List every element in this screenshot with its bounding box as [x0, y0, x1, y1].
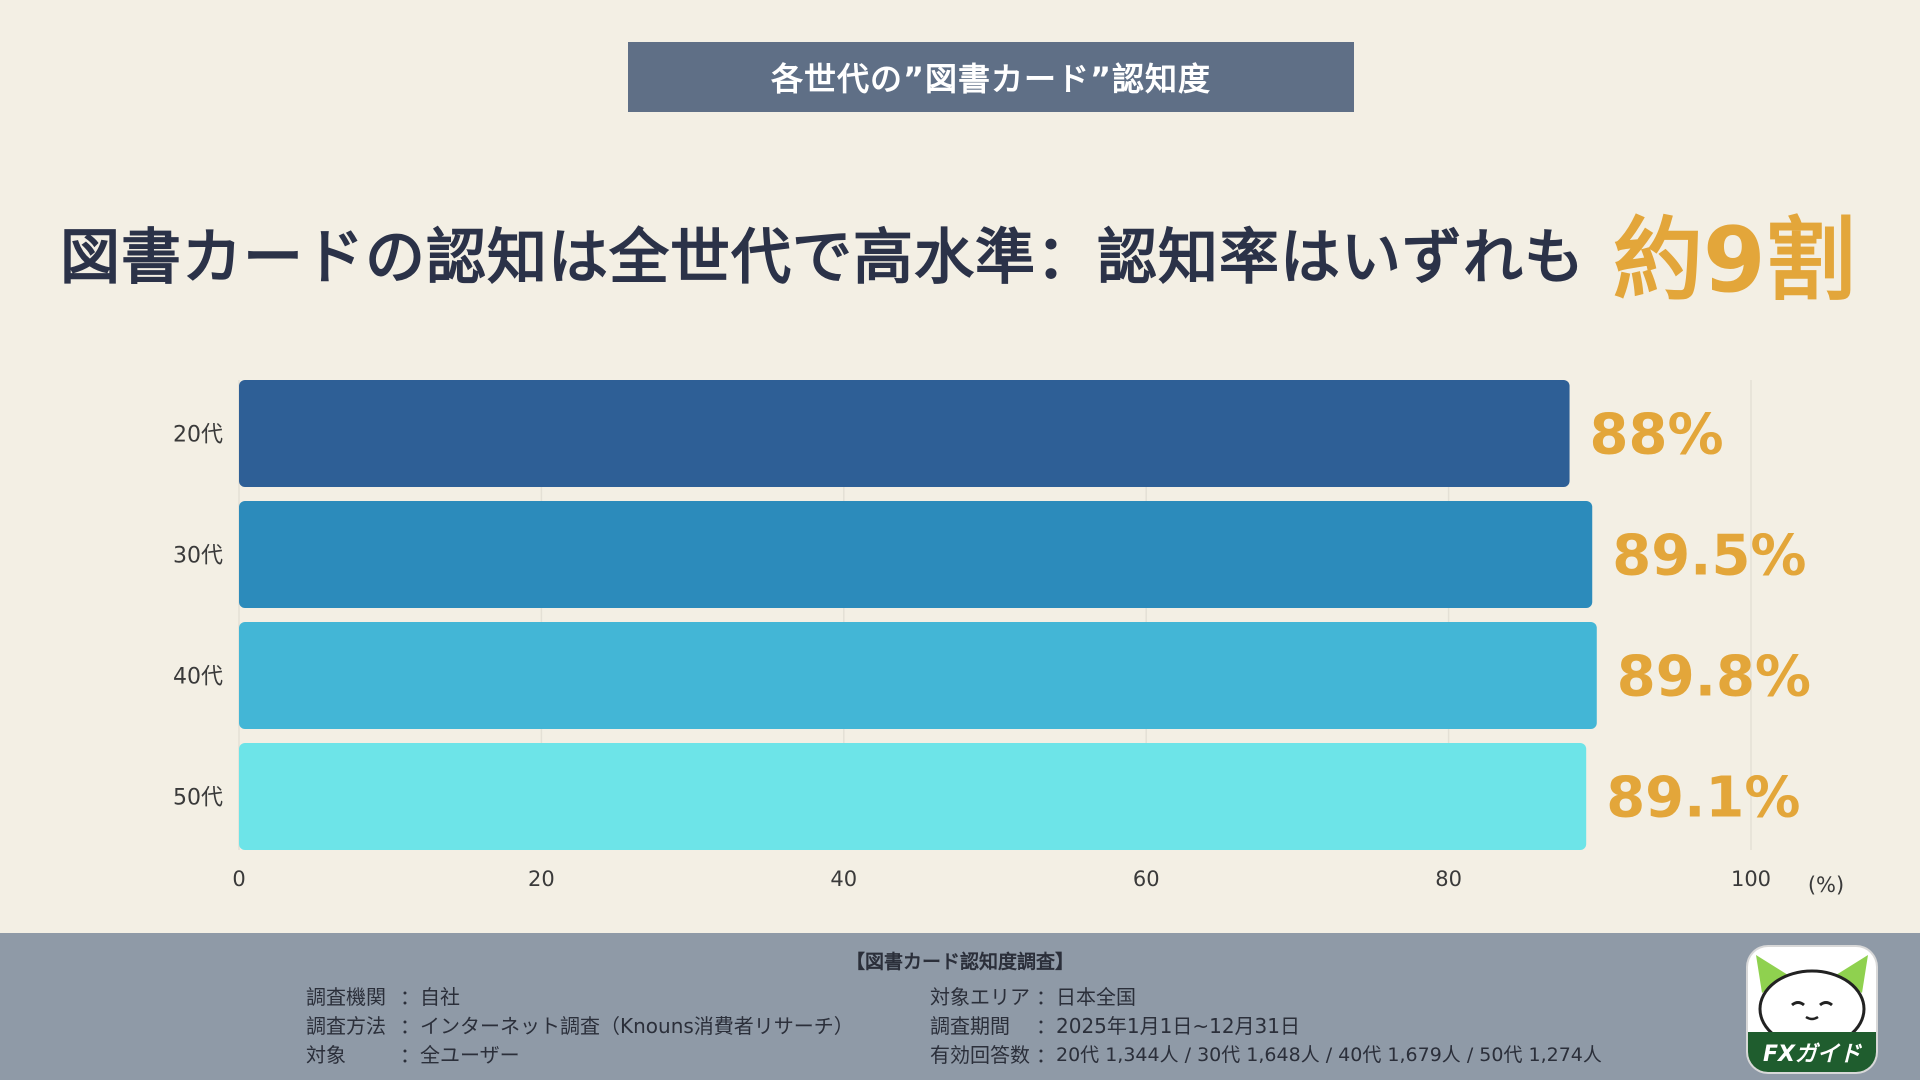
info-label: 調査方法 [306, 1014, 386, 1038]
bar [239, 380, 1570, 487]
survey-title: 【図書カード認知度調査】 [845, 951, 1074, 973]
cat-mascot-icon [1756, 955, 1868, 1049]
x-tick-label: 20 [528, 867, 555, 891]
info-label: 調査期間 [930, 1014, 1010, 1038]
survey-info-row: 調査機関 ： 自社 [306, 983, 854, 1012]
info-value: 20代 1,344人 / 30代 1,648人 / 40代 1,679人 / 5… [1056, 1044, 1602, 1066]
info-separator: ： [400, 985, 420, 1009]
bar-chart: 0 20 40 60 80 100 (%) 20代 88% 30代 89.5% 40代 89.8% 50代… [173, 380, 1844, 897]
headline: 図書カードの認知は全世代で高水準：認知率はいずれも 約9割 [60, 192, 1880, 313]
data-label: 88% [1590, 403, 1724, 468]
survey-info-left: 調査機関 ： 自社 調査方法 ： インターネット調査（Knouns消費者リサーチ… [306, 983, 854, 1070]
info-value: 自社 [420, 985, 460, 1009]
bar [239, 501, 1593, 608]
survey-footer: 【図書カード認知度調査】 調査機関 ： 自社 調査方法 ： インターネット調査（… [0, 933, 1920, 1080]
data-label: 89.8% [1617, 645, 1811, 710]
data-label: 89.1% [1606, 766, 1800, 831]
x-tick-label: 100 [1731, 867, 1771, 891]
info-separator: ： [400, 1014, 420, 1038]
info-separator: ： [400, 1043, 420, 1067]
x-axis-unit: (%) [1808, 873, 1844, 897]
bar [239, 743, 1587, 850]
category-label: 50代 [173, 786, 223, 811]
chart-banner-title: 各世代の”図書カード”認知度 [628, 42, 1354, 112]
survey-info-right: 対象エリア ： 日本全国 調査期間 ： 2025年1月1日~12月31日 有効回… [930, 983, 1602, 1070]
info-label: 対象 [306, 1043, 346, 1067]
info-separator: ： [1036, 985, 1056, 1009]
x-tick-label: 0 [232, 867, 245, 891]
data-label: 89.5% [1612, 524, 1806, 589]
bar [239, 622, 1597, 729]
x-tick-label: 40 [830, 867, 857, 891]
x-tick-label: 60 [1133, 867, 1160, 891]
info-value: インターネット調査（Knouns消費者リサーチ） [420, 1014, 854, 1038]
info-separator: ： [1036, 1014, 1056, 1038]
info-separator: ： [1036, 1043, 1056, 1067]
info-label: 調査機関 [306, 985, 386, 1009]
survey-info-row: 調査方法 ： インターネット調査（Knouns消費者リサーチ） [306, 1012, 854, 1041]
info-value: 全ユーザー [420, 1043, 520, 1067]
info-value: 2025年1月1日~12月31日 [1056, 1014, 1301, 1038]
info-value: 日本全国 [1056, 985, 1136, 1009]
survey-info-row: 調査期間 ： 2025年1月1日~12月31日 [930, 1012, 1602, 1041]
category-label: 30代 [173, 544, 223, 569]
headline-main: 図書カードの認知は全世代で高水準：認知率はいずれも [60, 222, 1585, 293]
info-label: 対象エリア [930, 985, 1030, 1009]
info-label: 有効回答数 [930, 1043, 1030, 1067]
survey-info-row: 対象 ： 全ユーザー [306, 1041, 854, 1070]
logo-text: FXガイド [1748, 1032, 1876, 1072]
category-label: 20代 [173, 423, 223, 448]
category-label: 40代 [173, 665, 223, 690]
survey-info-row: 有効回答数 ： 20代 1,344人 / 30代 1,648人 / 40代 1,… [930, 1041, 1602, 1070]
headline-accent: 約9割 [1613, 208, 1856, 313]
x-tick-label: 80 [1435, 867, 1462, 891]
survey-info-row: 対象エリア ： 日本全国 [930, 983, 1602, 1012]
fx-guide-logo: FXガイド [1748, 947, 1876, 1072]
